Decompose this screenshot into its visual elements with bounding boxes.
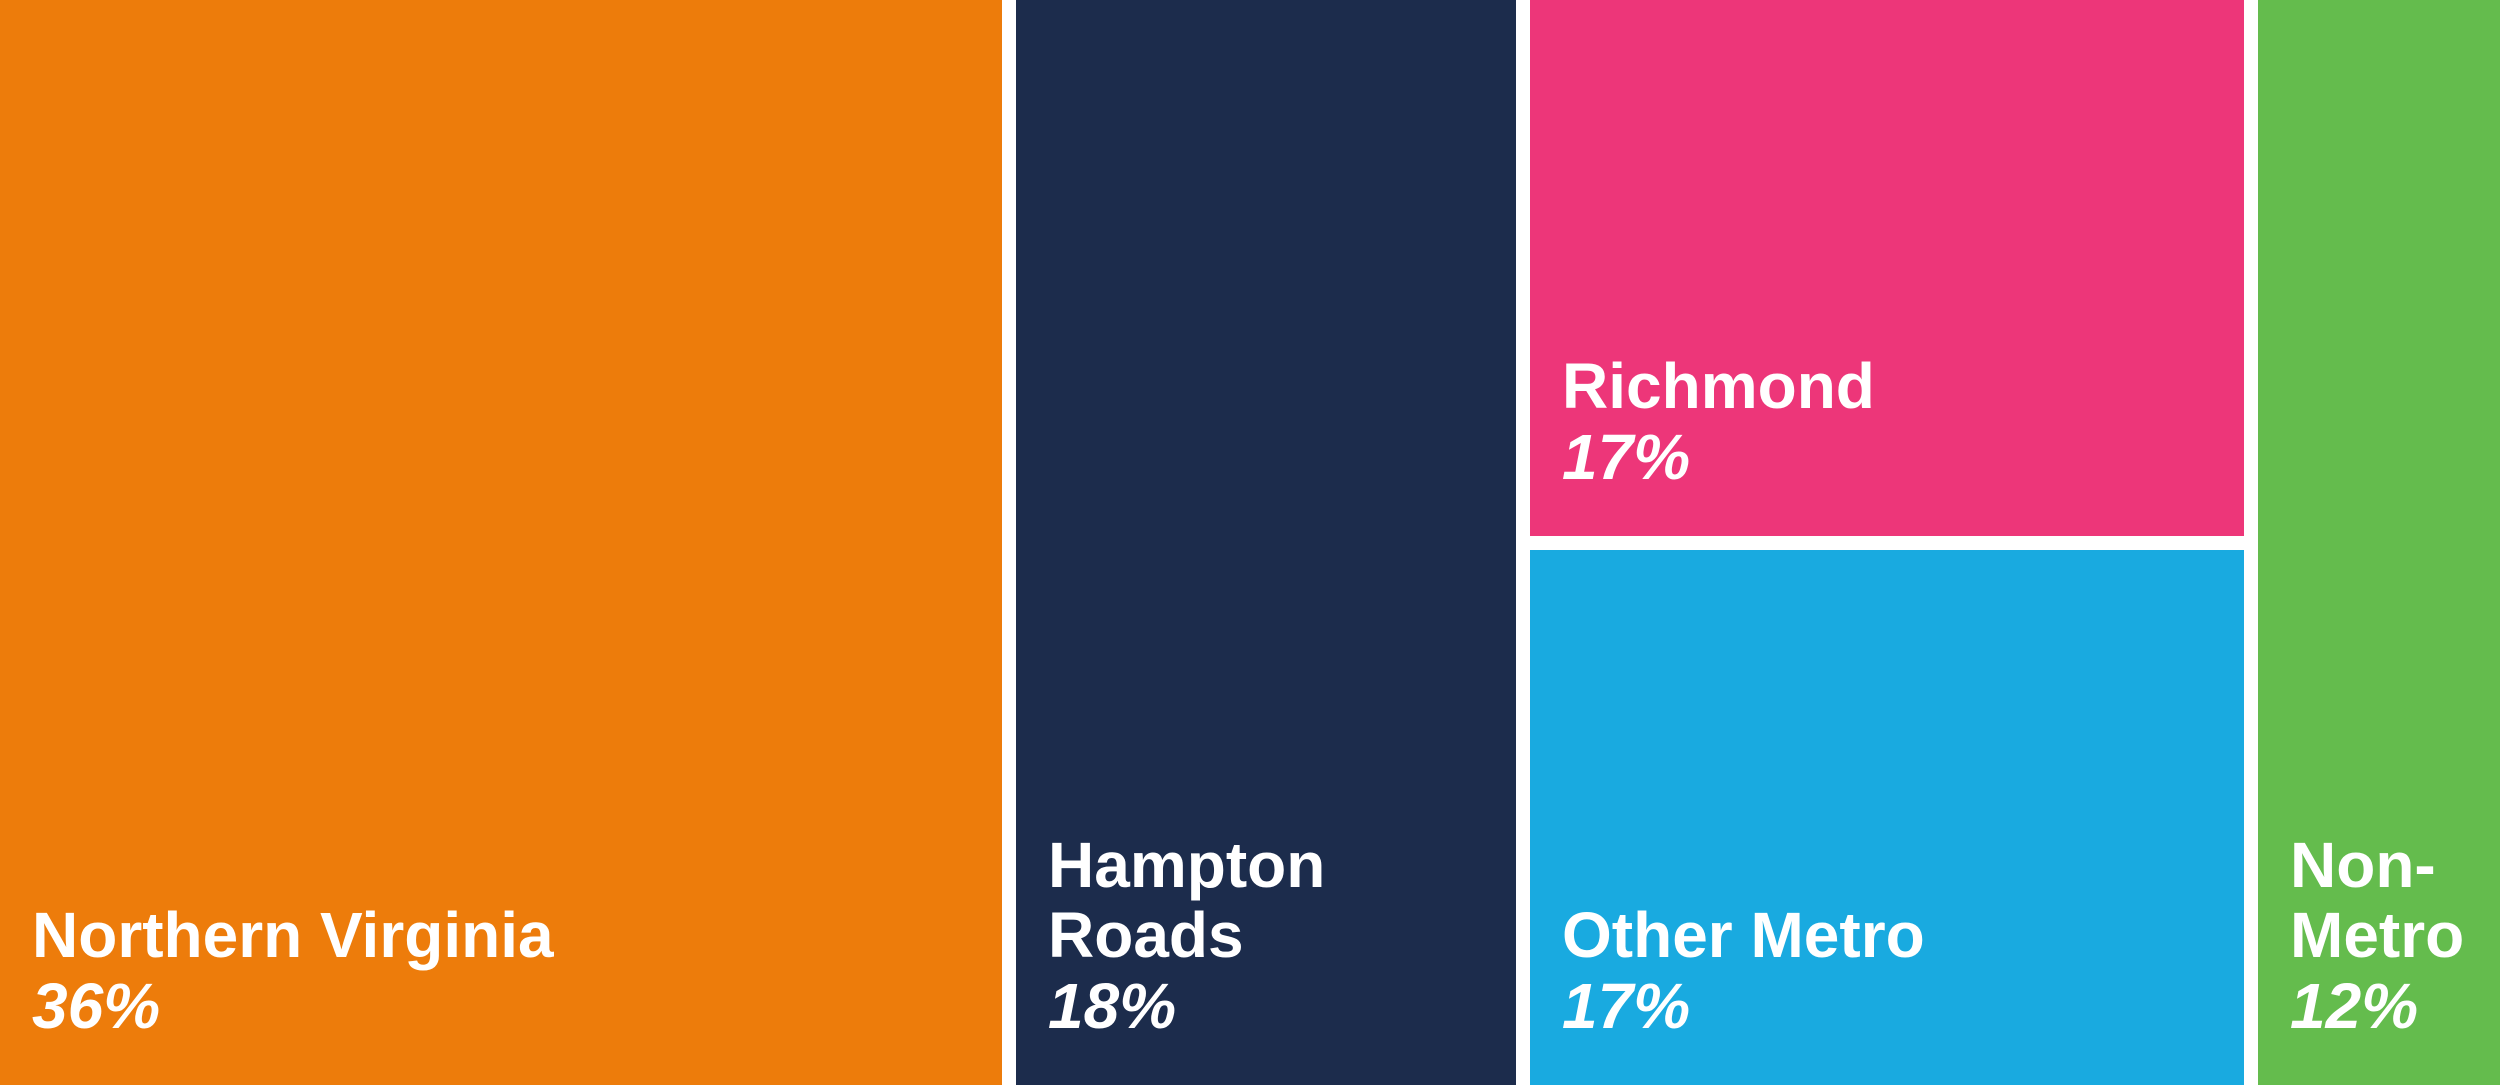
tile-label: Hampton Roads: [1048, 830, 1516, 971]
tile-label: Non- Metro: [2290, 830, 2500, 971]
tile-other-metro: Other Metro17%: [1530, 550, 2244, 1085]
tile-hampton-roads: Hampton Roads18%: [1016, 0, 1516, 1085]
tile-richmond: Richmond17%: [1530, 0, 2244, 536]
tile-label: Richmond: [1562, 351, 2244, 421]
tile-value: 36%: [32, 971, 1002, 1041]
tile-label: Other Metro: [1562, 900, 2244, 970]
tile-value: 17%: [1562, 422, 2244, 492]
treemap-chart: Northern Virginia36%Hampton Roads18%Rich…: [0, 0, 2500, 1085]
tile-non-metro: Non- Metro12%: [2258, 0, 2500, 1085]
tile-value: 17%: [1562, 971, 2244, 1041]
tile-northern-virginia: Northern Virginia36%: [0, 0, 1002, 1085]
tile-label: Northern Virginia: [32, 900, 1002, 970]
tile-value: 18%: [1048, 971, 1516, 1041]
tile-value: 12%: [2290, 971, 2500, 1041]
